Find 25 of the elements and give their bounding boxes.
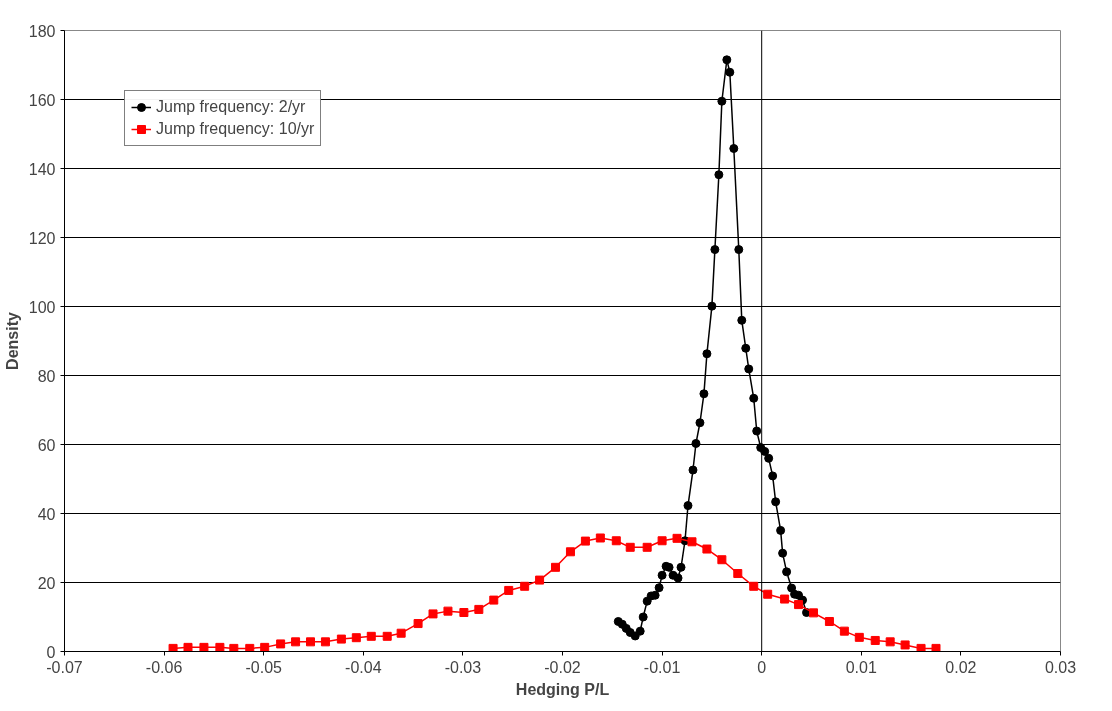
y-tick-label: 40 [37,505,56,523]
y-axis-title: Density [3,312,21,370]
y-tick-label: 20 [37,574,56,592]
y-tick-label: 120 [28,229,56,247]
x-tick-label: -0.07 [46,658,83,676]
y-tick-label: 160 [28,91,56,109]
x-tick-label: 0.02 [945,658,977,676]
y-tick-label: 80 [37,367,56,385]
x-tick-label: -0.01 [643,658,681,676]
x-tick-label: -0.06 [145,658,183,676]
x-tick-label: -0.04 [345,658,382,676]
x-tick-label: 0.03 [1044,658,1077,676]
x-tick-label: 0 [757,658,767,676]
y-tick-label: 60 [37,436,56,454]
legend-label: Jump frequency: 2/yr [156,98,306,116]
x-tick-label: -0.02 [544,658,581,676]
x-axis-title: Hedging P/L [515,680,610,698]
y-tick-label: 180 [28,22,56,40]
y-tick-label: 140 [28,160,56,178]
legend-label: Jump frequency: 10/yr [156,120,315,138]
x-tick-label: 0.01 [845,658,877,676]
y-tick-label: 100 [28,298,56,316]
x-tick-label: -0.05 [245,658,283,676]
x-tick-label: -0.03 [444,658,482,676]
y-tick-label: 0 [46,643,56,661]
